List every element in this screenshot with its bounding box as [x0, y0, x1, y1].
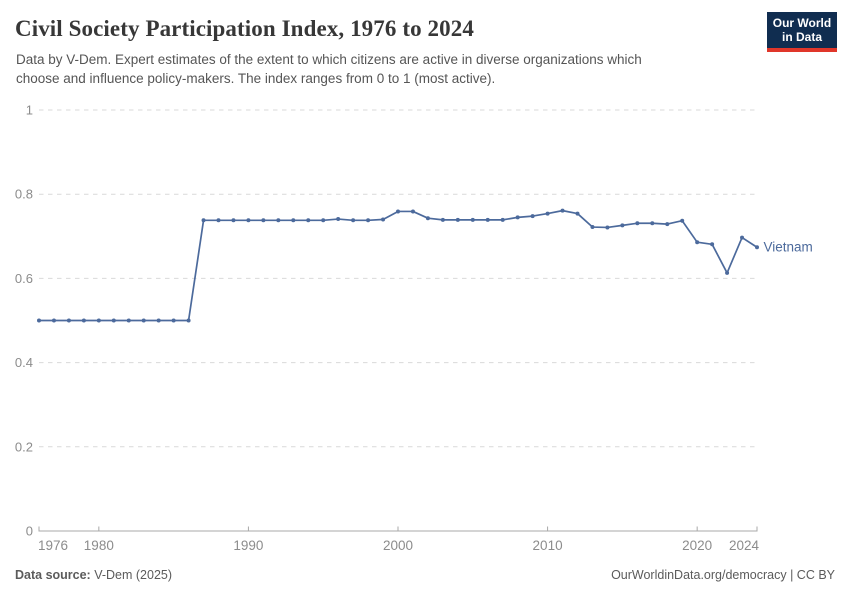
x-axis-tick-label: 2000 — [383, 538, 413, 553]
data-point[interactable] — [51, 318, 56, 323]
data-point[interactable] — [231, 218, 236, 223]
data-point[interactable] — [336, 217, 341, 222]
x-axis-tick-label: 2024 — [729, 538, 760, 553]
page-title: Civil Society Participation Index, 1976 … — [15, 16, 474, 41]
data-point[interactable] — [396, 209, 400, 214]
x-axis-tick-label: 1976 — [38, 538, 68, 553]
data-point[interactable] — [635, 221, 640, 226]
data-point[interactable] — [66, 318, 71, 323]
data-point[interactable] — [216, 218, 221, 223]
data-point[interactable] — [485, 217, 490, 222]
data-point[interactable] — [171, 318, 176, 323]
x-axis-tick-label: 2020 — [682, 538, 712, 553]
data-point[interactable] — [665, 222, 670, 227]
data-point[interactable] — [530, 214, 535, 219]
data-point[interactable] — [96, 318, 101, 323]
data-point[interactable] — [500, 217, 505, 222]
data-point[interactable] — [410, 209, 415, 214]
data-point[interactable] — [261, 218, 266, 223]
data-point[interactable] — [321, 218, 326, 223]
data-point[interactable] — [425, 216, 430, 221]
data-point[interactable] — [620, 223, 625, 228]
data-point[interactable] — [605, 225, 610, 230]
data-point[interactable] — [186, 318, 191, 323]
data-point[interactable] — [306, 218, 311, 223]
data-point[interactable] — [141, 318, 146, 323]
x-axis-tick-label: 1980 — [84, 538, 114, 553]
data-point[interactable] — [366, 218, 371, 223]
data-source-value: V-Dem (2025) — [90, 568, 173, 582]
data-point[interactable] — [740, 235, 745, 240]
data-point[interactable] — [126, 318, 131, 323]
data-point[interactable] — [246, 218, 251, 223]
data-point[interactable] — [455, 217, 460, 222]
owid-logo: Our World in Data — [767, 12, 837, 52]
y-axis-tick-label: 0.2 — [15, 439, 33, 454]
data-point[interactable] — [381, 217, 386, 222]
y-axis-tick-label: 0.6 — [15, 271, 33, 286]
y-axis-tick-label: 0.4 — [15, 355, 33, 370]
chart-subtitle: Data by V-Dem. Expert estimates of the e… — [16, 50, 642, 88]
data-point[interactable] — [545, 211, 550, 216]
data-point[interactable] — [515, 215, 520, 220]
owid-logo-line-2: in Data — [781, 30, 822, 44]
data-point[interactable] — [680, 218, 685, 223]
data-point[interactable] — [291, 218, 296, 223]
data-point[interactable] — [81, 318, 86, 323]
subtitle-line-1: Data by V-Dem. Expert estimates of the e… — [16, 52, 642, 67]
y-axis-tick-label: 1 — [26, 103, 33, 118]
data-source: Data source: V-Dem (2025) — [15, 568, 172, 582]
x-axis-tick-label: 1990 — [233, 538, 263, 553]
data-point[interactable] — [575, 211, 580, 216]
attribution-link[interactable]: OurWorldinData.org/democracy | CC BY — [611, 568, 835, 582]
series-end-label[interactable]: Vietnam — [764, 240, 813, 255]
subtitle-line-2: choose and influence policy-makers. The … — [16, 71, 496, 86]
y-axis-tick-label: 0.8 — [15, 187, 33, 202]
data-point[interactable] — [470, 217, 475, 222]
trend-line-vietnam[interactable] — [38, 209, 758, 322]
data-point[interactable] — [440, 217, 445, 222]
y-axis-tick-label: 0 — [26, 524, 33, 539]
data-point[interactable] — [276, 218, 281, 223]
owid-logo-line-1: Our World — [772, 16, 832, 30]
data-point[interactable] — [755, 245, 759, 250]
data-point[interactable] — [156, 318, 161, 323]
data-point[interactable] — [37, 318, 41, 323]
data-point[interactable] — [650, 221, 655, 226]
data-point[interactable] — [351, 218, 356, 223]
data-point[interactable] — [590, 225, 595, 230]
x-axis-tick-label: 2010 — [533, 538, 563, 553]
data-point[interactable] — [695, 240, 700, 245]
data-point[interactable] — [201, 218, 206, 223]
data-point[interactable] — [725, 270, 730, 275]
data-point[interactable] — [560, 208, 565, 213]
data-source-label: Data source: — [15, 568, 91, 582]
data-point[interactable] — [710, 242, 715, 247]
data-point[interactable] — [111, 318, 116, 323]
